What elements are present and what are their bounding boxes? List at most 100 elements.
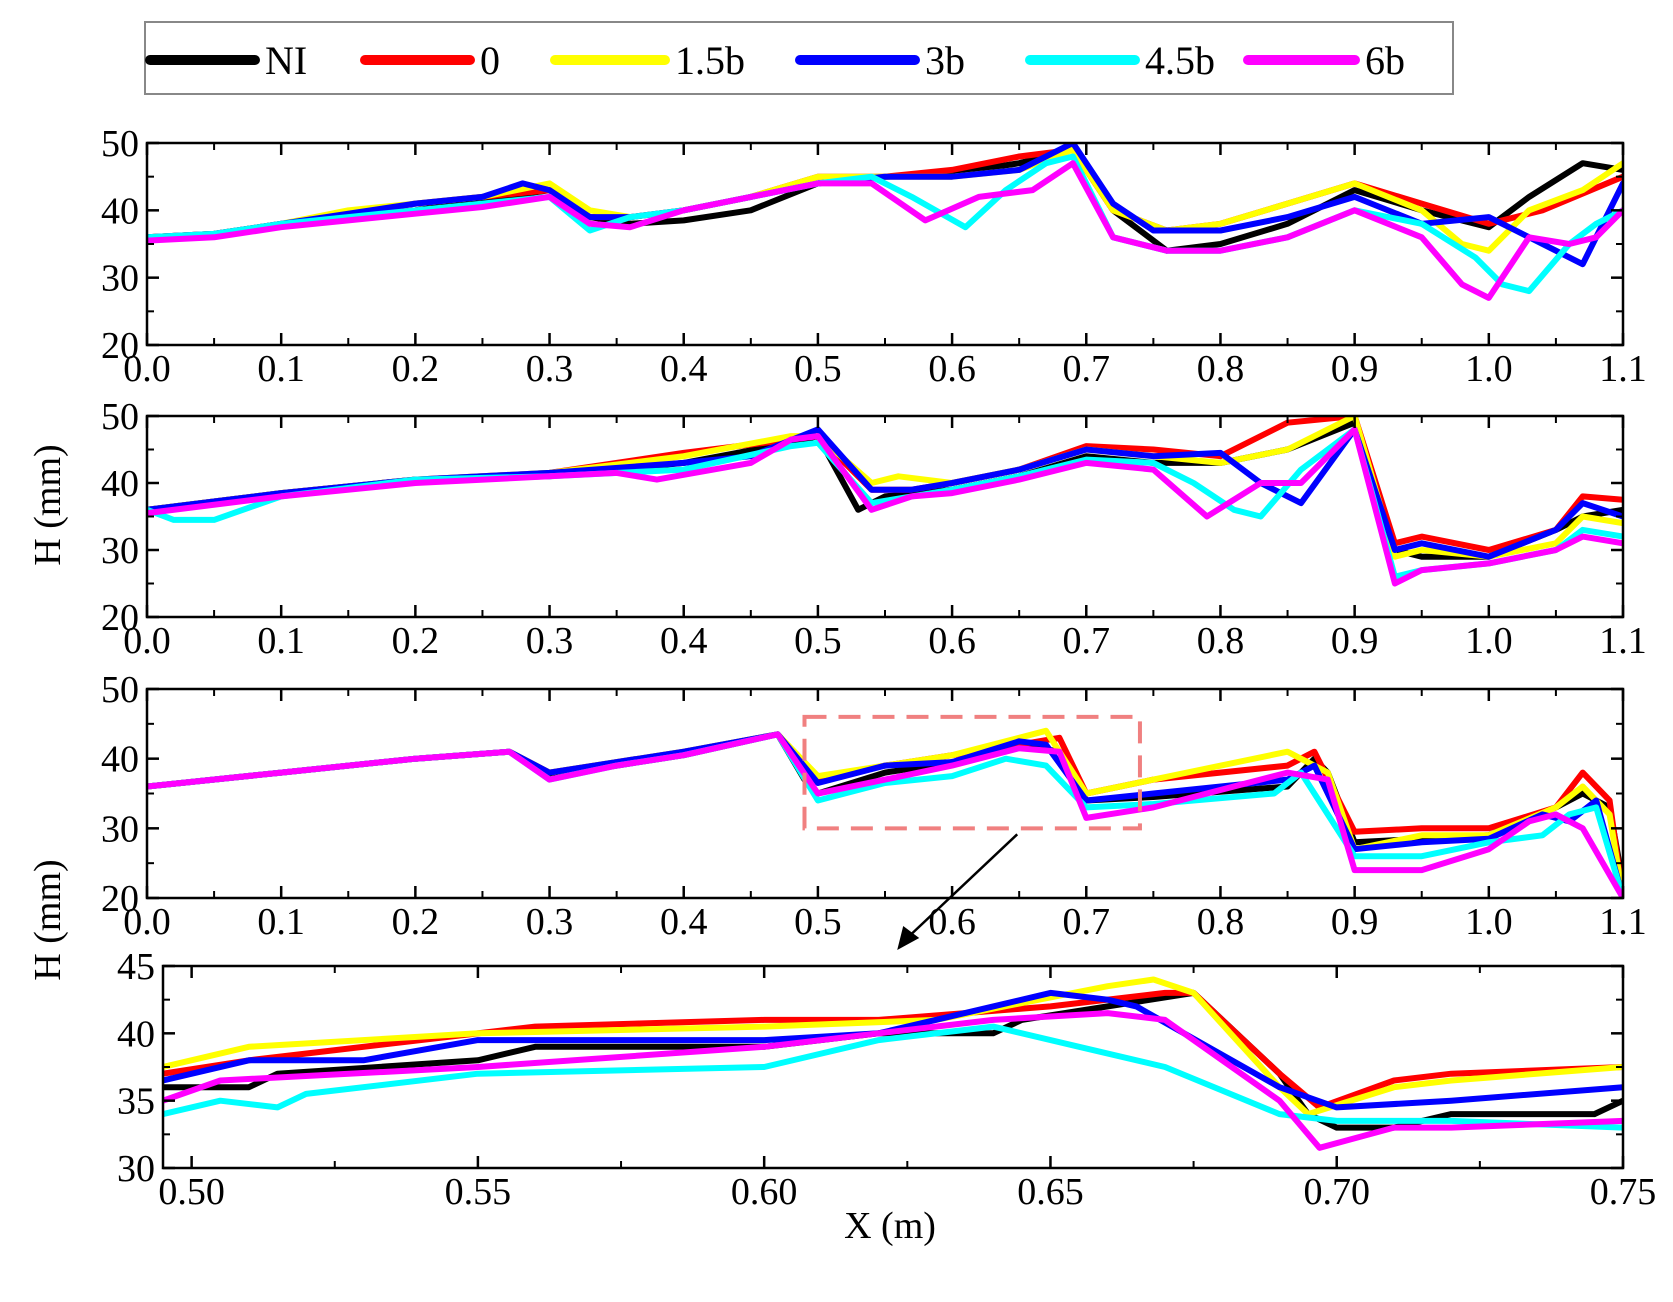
y-tick-label: 50 [101, 123, 139, 165]
series-line-6b [147, 160, 1623, 301]
x-tick-label: 0.8 [1197, 901, 1245, 943]
y-tick-label: 50 [101, 396, 139, 438]
x-tick-label: 0.8 [1197, 620, 1245, 662]
legend-label-0: NI [265, 38, 307, 83]
legend-label-5: 6b [1365, 38, 1405, 83]
x-tick-label: 0.50 [158, 1171, 225, 1213]
panel-1: 0.0 0.1 0.2 0.3 0.4 0.5 0.6 0.7 0.8 0.9 1.0 1.1 20 30… [101, 396, 1647, 662]
series-line-1.5b [147, 146, 1623, 254]
y-axis-title: H (mm) [27, 444, 69, 565]
x-tick-label: 0.7 [1063, 348, 1111, 390]
x-tick-label: 0.65 [1017, 1171, 1084, 1213]
series-line-3b [147, 143, 1623, 268]
x-tick-label: 0.0 [123, 348, 171, 390]
x-axis-title: X (m) [844, 1205, 936, 1247]
y-tick-label: 20 [101, 597, 139, 639]
x-tick-label: 0.2 [392, 901, 440, 943]
x-tick-label: 0.55 [445, 1171, 512, 1213]
x-tick-label: 1.1 [1599, 620, 1647, 662]
x-tick-label: 0.9 [1331, 901, 1379, 943]
x-tick-label: 0.2 [392, 620, 440, 662]
y-tick-label: 20 [101, 325, 139, 367]
x-tick-label: 0.6 [928, 348, 976, 390]
zoom-region-box [802, 714, 1142, 831]
series-line-4.5b [163, 1023, 1623, 1131]
series-line-NI [163, 989, 1623, 1131]
y-tick-label: 30 [101, 258, 139, 300]
y-tick-label: 30 [101, 530, 139, 572]
legend-label-2: 1.5b [675, 38, 745, 83]
y-tick-label: 40 [101, 190, 139, 232]
legend-label-4: 4.5b [1145, 38, 1215, 83]
y-tick-label: 20 [101, 878, 139, 920]
x-tick-label: 1.0 [1465, 620, 1513, 662]
y-tick-label: 40 [101, 739, 139, 781]
y-tick-label: 50 [101, 669, 139, 711]
x-tick-label: 0.3 [526, 348, 574, 390]
panel-0-frame [145, 141, 1625, 347]
x-tick-label: 1.1 [1599, 348, 1647, 390]
x-tick-label: 0.2 [392, 348, 440, 390]
panel-1-series [147, 416, 1623, 587]
x-tick-label: 0.8 [1197, 348, 1245, 390]
x-tick-label: 0.7 [1063, 901, 1111, 943]
panel-2: 0.0 0.1 0.2 0.3 0.4 0.5 0.6 0.7 0.8 0.9 1.0 1.1 20 30… [101, 669, 1647, 943]
y-tick-label: 30 [117, 1148, 155, 1190]
x-tick-label: 0.5 [794, 620, 842, 662]
series-line-6b [163, 1010, 1623, 1151]
series-line-6b [147, 731, 1623, 898]
panel-3: 0.50 0.55 0.60 0.65 0.70 0.75 30 35 40 45 [117, 946, 1656, 1213]
y-tick-label: 30 [101, 808, 139, 850]
series-line-0 [147, 731, 1623, 898]
y-tick-label: 35 [117, 1081, 155, 1123]
x-tick-label: 0.70 [1303, 1171, 1370, 1213]
panel-0-series [147, 143, 1623, 301]
panel-2-frame [145, 687, 1625, 900]
panel-2-series [147, 727, 1623, 898]
x-tick-label: 1.1 [1599, 901, 1647, 943]
x-tick-label: 0.5 [794, 348, 842, 390]
legend: NI 0 1.5b 3b 4.5b 6b [144, 21, 1454, 95]
legend-label-3: 3b [925, 38, 965, 83]
series-line-0 [163, 989, 1623, 1111]
x-tick-label: 0.7 [1063, 620, 1111, 662]
panel-0: 0.0 0.1 0.2 0.3 0.4 0.5 0.6 0.7 0.8 0.9 1.0 1.1 20 30… [101, 123, 1647, 390]
series-line-3b [147, 426, 1623, 560]
x-tick-label: 0.0 [123, 620, 171, 662]
legend-label-1: 0 [480, 38, 500, 83]
y-tick-label: 40 [101, 463, 139, 505]
y-axis-title: H (mm) [27, 859, 69, 980]
series-line-3b [147, 731, 1623, 898]
series-line-4.5b [147, 731, 1623, 898]
series-line-1.5b [163, 976, 1623, 1118]
series-line-4.5b [147, 153, 1623, 295]
y-tick-label: 45 [117, 946, 155, 988]
x-tick-label: 0.3 [526, 620, 574, 662]
x-tick-label: 0.5 [794, 901, 842, 943]
x-tick-label: 0.9 [1331, 348, 1379, 390]
x-tick-label: 0.60 [731, 1171, 798, 1213]
panel-3-series [163, 976, 1623, 1151]
series-line-3b [163, 989, 1623, 1111]
x-tick-label: 1.0 [1465, 348, 1513, 390]
x-tick-label: 0.9 [1331, 620, 1379, 662]
series-line-NI [147, 731, 1623, 888]
x-tick-label: 0.6 [928, 901, 976, 943]
x-tick-label: 0.6 [928, 620, 976, 662]
series-line-6b [147, 426, 1623, 587]
x-tick-label: 0.1 [257, 348, 305, 390]
zoom-arrow [906, 833, 1019, 939]
panel-1-frame [145, 414, 1625, 619]
zoom-arrow-head [897, 926, 920, 950]
x-tick-label: 0.75 [1590, 1171, 1657, 1213]
x-tick-label: 0.0 [123, 901, 171, 943]
x-tick-label: 0.4 [660, 901, 708, 943]
y-tick-label: 40 [117, 1013, 155, 1055]
x-tick-label: 0.4 [660, 620, 708, 662]
x-tick-label: 0.3 [526, 901, 574, 943]
x-tick-label: 0.1 [257, 901, 305, 943]
x-tick-label: 0.4 [660, 348, 708, 390]
x-tick-label: 1.0 [1465, 901, 1513, 943]
x-tick-label: 0.1 [257, 620, 305, 662]
